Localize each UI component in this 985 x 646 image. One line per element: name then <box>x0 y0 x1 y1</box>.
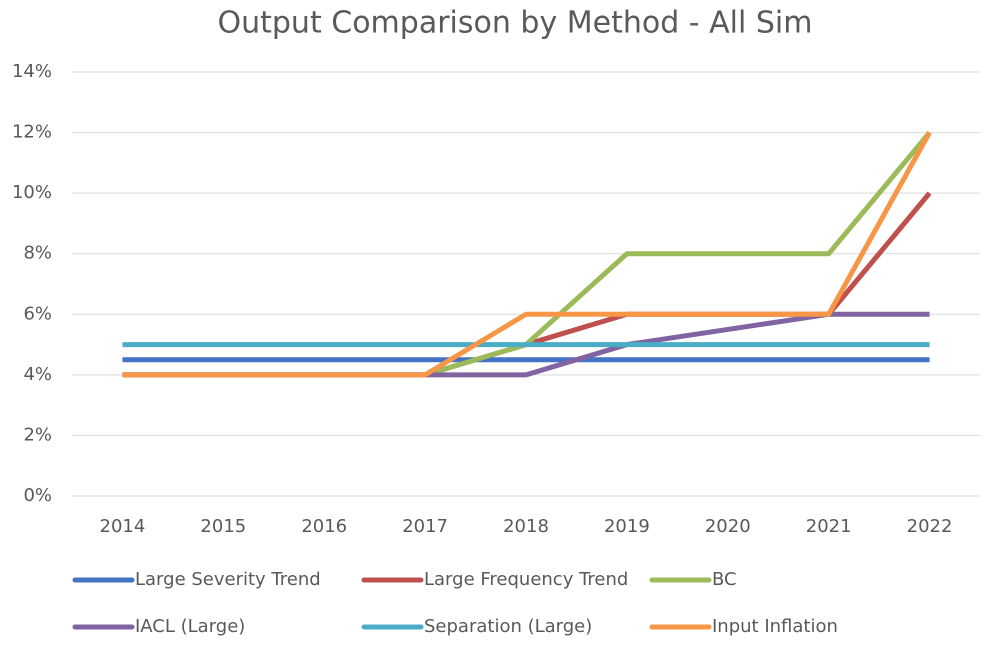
chart-title: Output Comparison by Method - All Sim <box>218 6 813 41</box>
x-tick-label: 2017 <box>402 516 448 537</box>
y-tick-label: 4% <box>23 364 52 385</box>
x-tick-label: 2015 <box>200 516 246 537</box>
y-tick-label: 14% <box>12 61 52 82</box>
series-line <box>122 131 932 378</box>
y-tick-label: 10% <box>12 182 52 203</box>
legend-label: IACL (Large) <box>135 616 245 637</box>
y-tick-label: 6% <box>23 303 52 324</box>
x-tick-label: 2022 <box>907 516 953 537</box>
y-tick-label: 2% <box>23 424 52 445</box>
x-tick-label: 2016 <box>301 516 347 537</box>
x-tick-label: 2018 <box>503 516 549 537</box>
legend-label: Large Frequency Trend <box>424 569 628 590</box>
x-tick-label: 2019 <box>604 516 650 537</box>
y-tick-label: 8% <box>23 243 52 264</box>
series-line <box>122 191 932 378</box>
x-tick-label: 2021 <box>806 516 852 537</box>
x-tick-label: 2014 <box>100 516 146 537</box>
legend-label: BC <box>712 569 737 590</box>
x-tick-label: 2020 <box>705 516 751 537</box>
y-tick-label: 0% <box>23 485 52 506</box>
y-tick-label: 12% <box>12 122 52 143</box>
legend-label: Separation (Large) <box>424 616 592 637</box>
legend-label: Large Severity Trend <box>135 569 321 590</box>
legend-label: Input Inflation <box>712 616 838 637</box>
